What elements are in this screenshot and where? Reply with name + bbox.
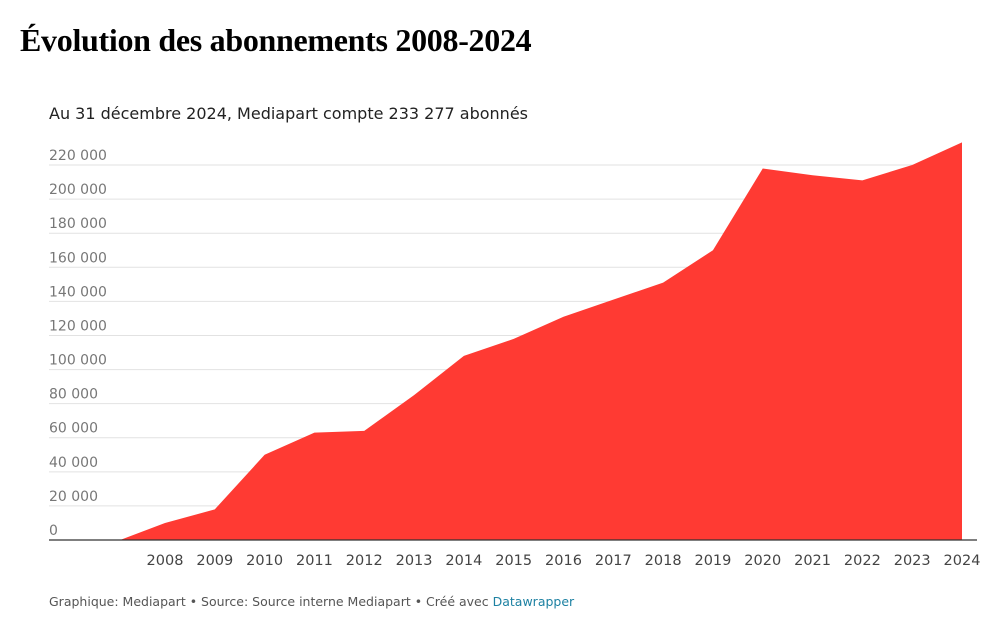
x-tick-label: 2019	[694, 553, 731, 569]
x-tick-label: 2013	[396, 553, 433, 569]
y-tick-label: 40 000	[49, 455, 98, 471]
axes: 0 20 000 40 000 60 000 80 000 100 000 120 000 1…	[49, 148, 980, 569]
x-tick-label: 2020	[744, 553, 781, 569]
y-tick-label: 120 000	[49, 318, 107, 334]
x-tick-label: 2012	[346, 553, 383, 569]
x-tick-label: 2018	[645, 553, 682, 569]
y-tick-label: 220 000	[49, 148, 107, 164]
datawrapper-link[interactable]: Datawrapper	[492, 594, 575, 609]
y-tick-label: 140 000	[49, 284, 107, 300]
chart-footer: Graphique: Mediapart • Source: Source in…	[49, 594, 574, 609]
page-title: Évolution des abonnements 2008-2024	[20, 22, 532, 58]
x-tick-label: 2024	[944, 553, 981, 569]
y-tick-label: 20 000	[49, 489, 98, 505]
y-tick-label: 0	[49, 523, 58, 539]
x-tick-label: 2015	[495, 553, 532, 569]
x-tick-label: 2021	[794, 553, 831, 569]
x-tick-label: 2008	[147, 553, 184, 569]
x-tick-label: 2016	[545, 553, 582, 569]
x-tick-label: 2014	[445, 553, 482, 569]
y-tick-label: 160 000	[49, 250, 107, 266]
plot-area	[120, 142, 962, 540]
y-tick-label: 200 000	[49, 182, 107, 198]
x-tick-label: 2022	[844, 553, 881, 569]
subscribers-area	[120, 142, 962, 540]
x-tick-label: 2017	[595, 553, 632, 569]
x-tick-label: 2023	[894, 553, 931, 569]
y-tick-label: 80 000	[49, 387, 98, 403]
y-tick-label: 180 000	[49, 216, 107, 232]
y-tick-label: 60 000	[49, 421, 98, 437]
x-tick-label: 2011	[296, 553, 333, 569]
chart-subtitle: Au 31 décembre 2024, Mediapart compte 23…	[49, 104, 528, 123]
x-tick-label: 2010	[246, 553, 283, 569]
y-tick-label: 100 000	[49, 353, 107, 369]
footer-credits: Graphique: Mediapart • Source: Source in…	[49, 594, 493, 609]
x-tick-label: 2009	[196, 553, 233, 569]
